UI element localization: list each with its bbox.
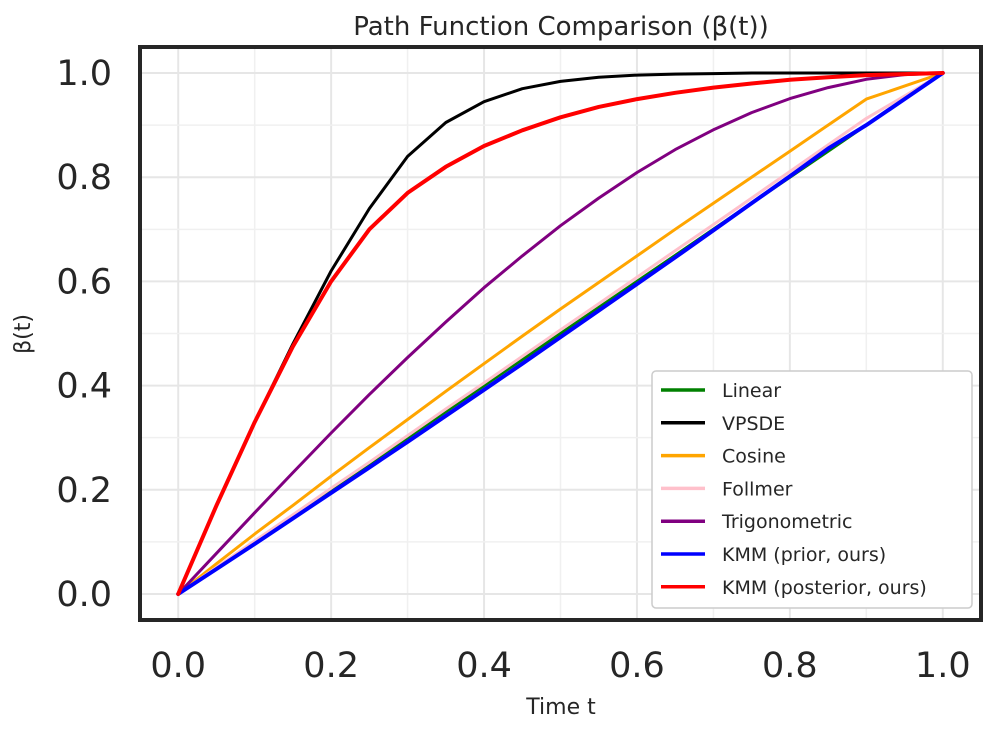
series-line-vpsde: [176, 71, 945, 596]
legend-label: KMM (posterior, ours): [722, 577, 927, 599]
series-line-kmm-posterior-ours: [176, 71, 945, 596]
y-tick-label: 0.0: [56, 575, 112, 615]
legend: Linear VPSDE Cosine Follmer Trigonometric KMM…: [651, 370, 973, 609]
y-tick-label: 0.2: [56, 471, 112, 511]
legend-label: Trigonometric: [721, 511, 852, 533]
x-tick-label: 0.8: [762, 646, 818, 686]
x-tick-label: 1.0: [915, 646, 971, 686]
legend-label: Cosine: [722, 446, 786, 468]
series-lines: [176, 71, 945, 596]
legend-label: VPSDE: [722, 413, 785, 435]
y-tick-label: 1.0: [56, 54, 112, 94]
x-tick-label: 0.6: [609, 646, 665, 686]
legend-label: KMM (prior, ours): [722, 544, 886, 566]
legend-label: Follmer: [722, 478, 793, 500]
y-tick-label: 0.8: [56, 158, 112, 198]
plot-frame: [138, 45, 983, 622]
tick-labels: 0.0 0.2 0.4 0.6 0.8 1.0 0.0 0.2 0.4 0.6 0.8 1.0: [56, 54, 970, 686]
series-line-follmer: [176, 71, 945, 596]
chart-title: Path Function Comparison (β(t)): [353, 12, 769, 42]
y-tick-label: 0.4: [56, 367, 112, 407]
x-axis-label: Time t: [525, 695, 596, 720]
series-line-cosine: [176, 71, 945, 596]
series-line-kmm-prior-ours: [176, 71, 945, 596]
y-tick-label: 0.6: [56, 262, 112, 302]
x-tick-label: 0.4: [456, 646, 512, 686]
legend-label: Linear: [722, 380, 781, 402]
y-axis-label: β(t): [11, 314, 36, 354]
x-tick-label: 0.0: [150, 646, 206, 686]
legend-box: [651, 370, 973, 609]
x-tick-label: 0.2: [303, 646, 359, 686]
series-line-trigonometric: [176, 71, 945, 596]
